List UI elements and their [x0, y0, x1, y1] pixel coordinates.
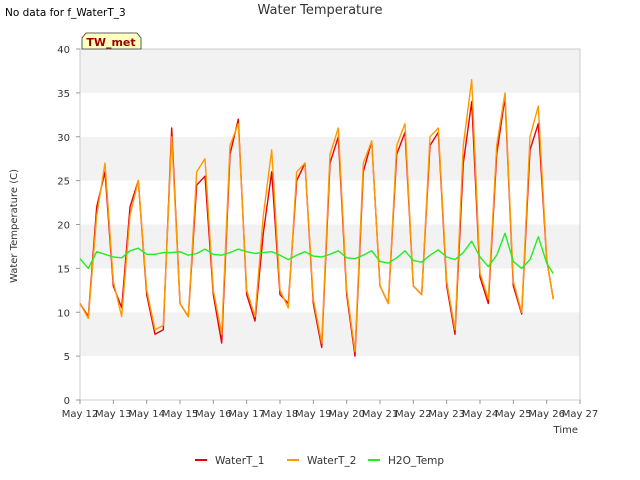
legend-label: WaterT_2 — [307, 455, 356, 467]
x-tick-label: May 26 — [528, 409, 565, 420]
y-tick-label: 30 — [57, 133, 70, 144]
chart-title: Water Temperature — [257, 3, 383, 18]
x-tick-label: May 22 — [395, 409, 432, 420]
x-tick-label: May 17 — [228, 409, 265, 420]
x-tick-label: May 18 — [262, 409, 299, 420]
legend-label: H2O_Temp — [388, 455, 444, 467]
x-tick-label: May 20 — [328, 409, 365, 420]
x-tick-label: May 13 — [95, 409, 132, 420]
y-tick-label: 5 — [64, 352, 70, 363]
y-tick-label: 40 — [57, 45, 70, 56]
no-data-note: No data for f_WaterT_3 — [5, 7, 126, 19]
y-tick-label: 15 — [57, 264, 70, 275]
x-tick-label: May 14 — [128, 409, 165, 420]
grid-band — [80, 180, 580, 225]
grid-band — [80, 92, 580, 137]
x-tick-label: May 25 — [495, 409, 532, 420]
grid-band — [80, 49, 580, 93]
badge-shape — [81, 32, 142, 50]
x-tick-label: May 12 — [62, 409, 99, 420]
y-tick-label: 10 — [57, 308, 70, 319]
grid-band — [80, 224, 580, 269]
x-tick-label: May 21 — [362, 409, 399, 420]
legend-item-watert-1: WaterT_1 — [195, 455, 264, 467]
badge-label: TW_met — [86, 36, 135, 49]
series-line-watert-2 — [79, 78, 554, 353]
x-tick-label: May 16 — [195, 409, 232, 420]
grid-band — [80, 356, 580, 400]
x-tick-label: May 19 — [295, 409, 332, 420]
legend-label: WaterT_1 — [215, 455, 264, 467]
series-line-h2o-temp — [79, 232, 554, 274]
x-tick-label: May 23 — [428, 409, 465, 420]
legend-item-h2o-temp: H2O_Temp — [368, 455, 444, 467]
x-tick-label: May 24 — [462, 409, 499, 420]
y-axis-label: Water Temperature (C) — [9, 169, 20, 283]
tw-met-badge: TW_met — [81, 32, 142, 50]
x-tick-label: May 15 — [162, 409, 199, 420]
x-axis-label: Time — [553, 425, 578, 436]
legend: WaterT_1 WaterT_2 H2O_Temp — [195, 455, 444, 467]
legend-item-watert-2: WaterT_2 — [287, 455, 356, 467]
grid-band — [80, 268, 580, 313]
y-tick-label: 0 — [64, 396, 70, 407]
y-tick-label: 25 — [57, 177, 70, 188]
y-tick-label: 20 — [57, 221, 70, 232]
y-tick-label: 35 — [57, 89, 70, 100]
x-tick-label: May 27 — [562, 409, 599, 420]
